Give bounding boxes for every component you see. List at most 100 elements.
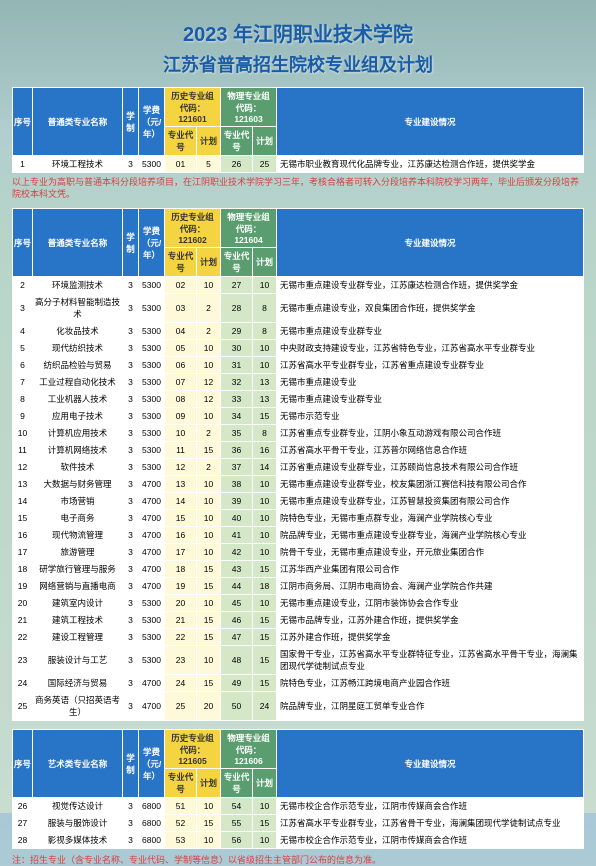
cell-seq: 9 — [13, 408, 33, 425]
cell-pplan: 10 — [253, 527, 277, 544]
cell-pplan: 8 — [253, 425, 277, 442]
cell-pcode: 33 — [221, 391, 253, 408]
cell-fee: 4700 — [139, 527, 165, 544]
cell-pcode: 54 — [221, 798, 253, 815]
table-row: 19网络营销与直播电商3470019154418江阴市商务局、江阴市电商协会、海… — [13, 578, 584, 595]
cell-sys: 3 — [123, 459, 139, 476]
cell-fee: 6800 — [139, 832, 165, 849]
cell-hplan: 20 — [197, 692, 221, 721]
cell-hplan: 15 — [197, 815, 221, 832]
cell-hcode: 01 — [165, 156, 197, 173]
cell-desc: 无锡市重点建设专业群专业，校友集团浙江赛信科技有限公司合作 — [277, 476, 584, 493]
cell-pcode: 35 — [221, 425, 253, 442]
cell-pplan: 13 — [253, 374, 277, 391]
cell-pcode: 27 — [221, 277, 253, 294]
hdr-fee: 学费（元/年） — [139, 209, 165, 277]
cell-desc: 无锡市校企合作示范专业，江阴市传媒商会合作班 — [277, 832, 584, 849]
cell-pcode: 31 — [221, 357, 253, 374]
cell-sys: 3 — [123, 476, 139, 493]
cell-fee: 5300 — [139, 646, 165, 675]
cell-pplan: 10 — [253, 340, 277, 357]
cell-sys: 3 — [123, 692, 139, 721]
hdr-desc: 专业建设情况 — [277, 209, 584, 277]
cell-seq: 24 — [13, 675, 33, 692]
cell-hplan: 2 — [197, 323, 221, 340]
cell-desc: 中央财政支持建设专业，江苏省特色专业，江苏省高水平专业群专业 — [277, 340, 584, 357]
table-row: 17旅游管理3470017104210院骨干专业，无锡市重点建设专业，开元旅业集… — [13, 544, 584, 561]
cell-name: 计算机应用技术 — [33, 425, 123, 442]
cell-pplan: 10 — [253, 595, 277, 612]
cell-desc: 江阴市商务局、江阴市电商协会、海澜产业学院合作共建 — [277, 578, 584, 595]
hdr-desc: 专业建设情况 — [277, 88, 584, 156]
cell-pcode: 29 — [221, 323, 253, 340]
table-row: 9应用电子技术3530009103415无锡市示范专业 — [13, 408, 584, 425]
hdr-pplan: 计划 — [253, 248, 277, 277]
cell-name: 软件技术 — [33, 459, 123, 476]
cell-fee: 5300 — [139, 391, 165, 408]
cell-fee: 5300 — [139, 294, 165, 323]
table-row: 6纺织品检验与贸易3530006103110江苏省高水平专业群专业，江苏省重点建… — [13, 357, 584, 374]
cell-pcode: 55 — [221, 815, 253, 832]
cell-fee: 4700 — [139, 675, 165, 692]
cell-fee: 4700 — [139, 493, 165, 510]
cell-fee: 4700 — [139, 578, 165, 595]
hdr-phys: 物理专业组代码：121604 — [221, 209, 277, 248]
table-row: 8工业机器人技术3530008123313无锡市重点建设专业群专业 — [13, 391, 584, 408]
table-row: 25商务英语（只招英语考生）3470025205024院品牌专业，江阴星庭工贸单… — [13, 692, 584, 721]
hdr-phys: 物理专业组代码：121603 — [221, 88, 277, 127]
cell-name: 影视多媒体技术 — [33, 832, 123, 849]
cell-pcode: 36 — [221, 442, 253, 459]
cell-pplan: 10 — [253, 798, 277, 815]
cell-seq: 16 — [13, 527, 33, 544]
cell-desc: 江苏省重点建设专业群专业，江苏颐尚信息技术有限公司合作班 — [277, 459, 584, 476]
table-3: 序号 艺术类专业名称 学制 学费（元/年） 历史专业组代码：121605 物理专… — [12, 729, 584, 849]
table-row: 10计算机应用技术35300102358江苏省重点专业群专业，江阴小象互动游戏有… — [13, 425, 584, 442]
cell-pplan: 15 — [253, 612, 277, 629]
hdr-fee: 学费（元/年） — [139, 730, 165, 798]
table-row: 24国际经济与贸易3470024154915院特色专业，江苏畅江跨境电商产业园合… — [13, 675, 584, 692]
hdr-hist: 历史专业组代码：121601 — [165, 88, 221, 127]
cell-seq: 23 — [13, 646, 33, 675]
table-row: 20建筑室内设计3530020104510无锡市重点建设专业，江阴市装饰协会合作… — [13, 595, 584, 612]
cell-seq: 18 — [13, 561, 33, 578]
cell-hcode: 03 — [165, 294, 197, 323]
cell-hplan: 15 — [197, 442, 221, 459]
cell-name: 研学旅行管理与服务 — [33, 561, 123, 578]
hdr-sys: 学制 — [123, 209, 139, 277]
cell-pcode: 42 — [221, 544, 253, 561]
cell-hcode: 02 — [165, 277, 197, 294]
cell-hplan: 12 — [197, 374, 221, 391]
cell-seq: 21 — [13, 612, 33, 629]
cell-fee: 4700 — [139, 476, 165, 493]
table-row: 21建筑工程技术3530021154615无锡市品牌专业，江苏外建合作班，提供奖… — [13, 612, 584, 629]
cell-sys: 3 — [123, 544, 139, 561]
cell-name: 工业机器人技术 — [33, 391, 123, 408]
cell-name: 现代物流管理 — [33, 527, 123, 544]
cell-seq: 20 — [13, 595, 33, 612]
cell-pplan: 10 — [253, 510, 277, 527]
cell-hcode: 21 — [165, 612, 197, 629]
hdr-pplan: 计划 — [253, 769, 277, 798]
page-subtitle: 江苏省普高招生院校专业组及计划 — [12, 51, 584, 77]
cell-desc: 无锡市重点建设专业 — [277, 374, 584, 391]
cell-seq: 1 — [13, 156, 33, 173]
hdr-major-art: 艺术类专业名称 — [33, 730, 123, 798]
cell-sys: 3 — [123, 340, 139, 357]
cell-name: 现代纺织技术 — [33, 340, 123, 357]
cell-sys: 3 — [123, 675, 139, 692]
hdr-hist: 历史专业组代码：121605 — [165, 730, 221, 769]
cell-hplan: 10 — [197, 476, 221, 493]
cell-pplan: 10 — [253, 476, 277, 493]
table-row: 18研学旅行管理与服务3470018154315江苏华西产业集团有限公司合作 — [13, 561, 584, 578]
cell-desc: 院品牌专业，无锡市重点建设专业群专业，海澜产业学院核心专业 — [277, 527, 584, 544]
cell-hplan: 10 — [197, 493, 221, 510]
cell-hcode: 06 — [165, 357, 197, 374]
cell-hplan: 15 — [197, 578, 221, 595]
cell-sys: 3 — [123, 561, 139, 578]
cell-pplan: 24 — [253, 692, 277, 721]
hdr-desc: 专业建设情况 — [277, 730, 584, 798]
hdr-hplan: 计划 — [197, 127, 221, 156]
cell-fee: 6800 — [139, 798, 165, 815]
cell-pcode: 41 — [221, 527, 253, 544]
cell-desc: 无锡市重点建设专业群专业 — [277, 391, 584, 408]
